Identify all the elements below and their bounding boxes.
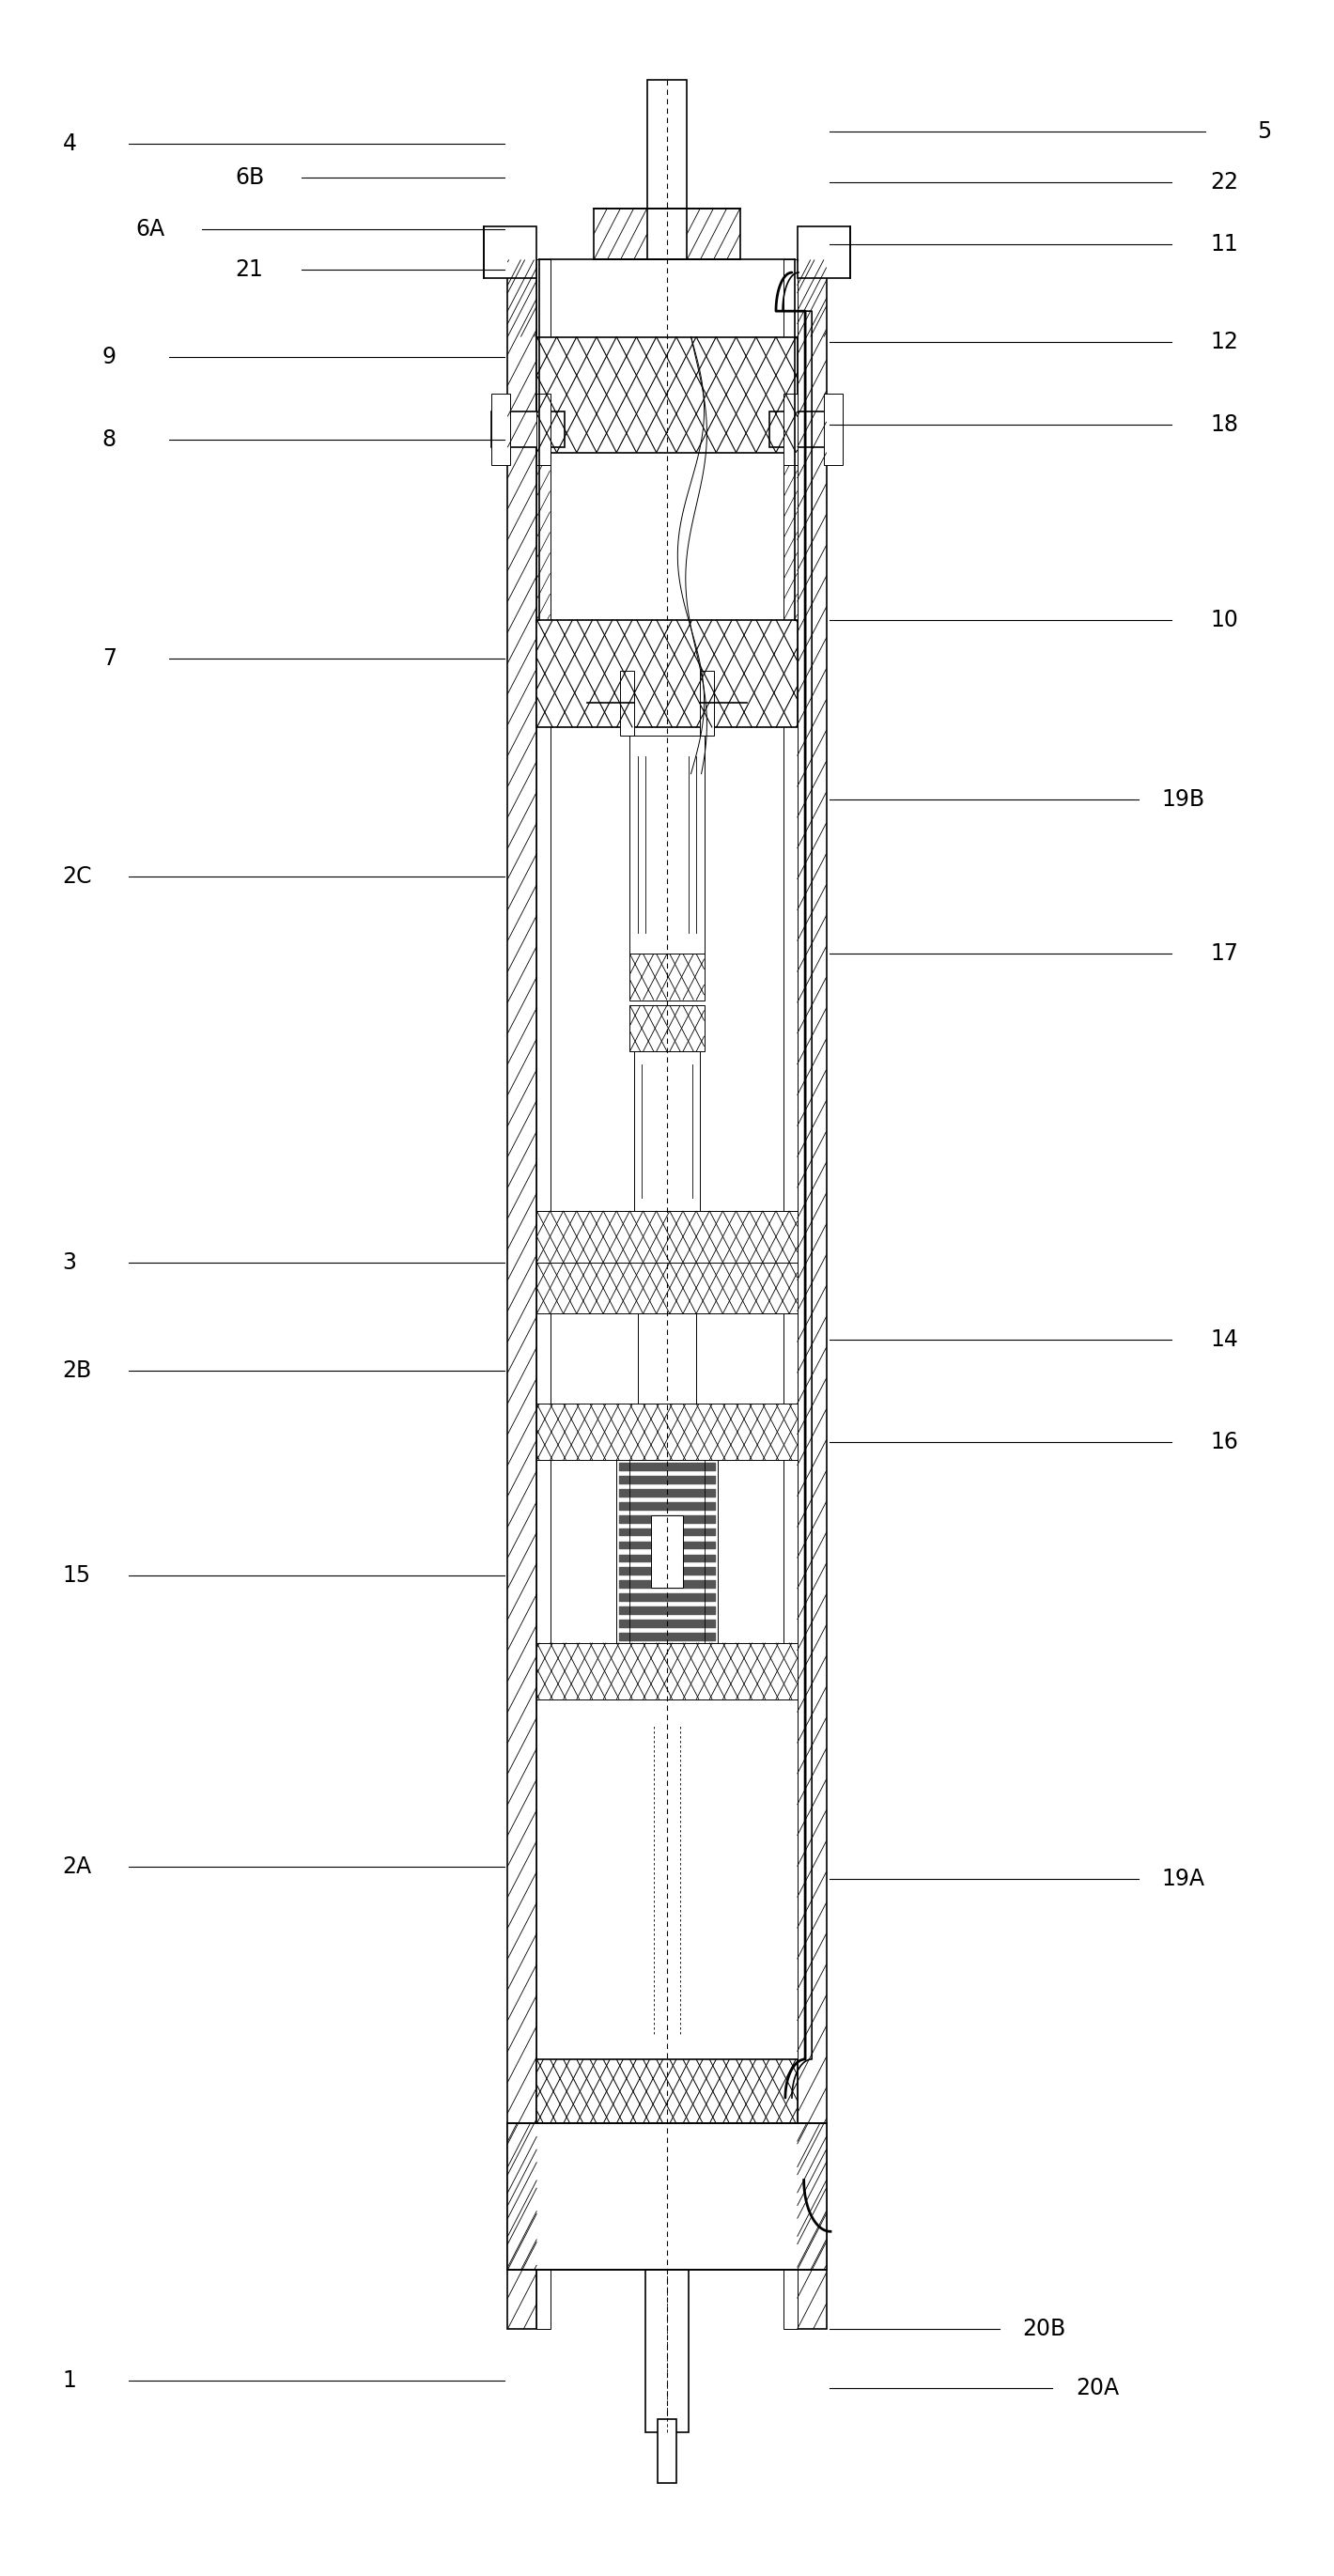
Text: 2C: 2C (63, 866, 92, 889)
Bar (536, 621, 798, 726)
Bar (594, 209, 740, 260)
Bar (651, 1515, 683, 1587)
Text: 15: 15 (63, 1564, 91, 1587)
Bar (536, 337, 798, 453)
Bar (536, 1404, 798, 1461)
Bar (492, 412, 564, 448)
Bar (700, 670, 714, 734)
Bar (798, 260, 827, 2329)
Bar (492, 394, 510, 466)
Bar (658, 2419, 676, 2483)
Bar (784, 394, 798, 466)
Bar (784, 260, 798, 2329)
Bar (630, 1005, 704, 1051)
Text: 2B: 2B (63, 1360, 92, 1381)
Text: 6B: 6B (235, 165, 264, 188)
Bar (536, 260, 550, 2329)
Bar (536, 1262, 798, 1314)
Text: 6A: 6A (136, 216, 164, 240)
Bar (507, 2123, 827, 2269)
Text: 9: 9 (103, 345, 116, 368)
Text: 1: 1 (63, 2370, 76, 2393)
Text: 18: 18 (1210, 412, 1238, 435)
Bar (536, 394, 550, 466)
Bar (616, 1461, 718, 1643)
Bar (770, 412, 842, 448)
Bar (484, 227, 536, 278)
Bar (646, 2269, 688, 2432)
Text: 12: 12 (1210, 330, 1238, 353)
Text: 3: 3 (63, 1252, 76, 1273)
Bar (620, 670, 634, 734)
Bar (784, 466, 798, 621)
Bar (798, 227, 850, 278)
Bar (536, 1211, 798, 1262)
Text: 10: 10 (1210, 608, 1238, 631)
Bar (638, 1314, 696, 1404)
Text: 7: 7 (103, 647, 116, 670)
Text: 20B: 20B (1022, 2318, 1066, 2342)
Bar (647, 80, 687, 209)
Bar (507, 260, 536, 2329)
Text: 19A: 19A (1162, 1868, 1205, 1891)
Bar (536, 2058, 798, 2123)
Text: 16: 16 (1210, 1432, 1238, 1453)
Text: 21: 21 (235, 258, 263, 281)
Text: 20A: 20A (1075, 2378, 1119, 2401)
Text: 2A: 2A (63, 1855, 92, 1878)
Text: 19B: 19B (1162, 788, 1205, 811)
Bar (630, 953, 704, 999)
Bar (536, 1643, 798, 1700)
Text: 5: 5 (1257, 121, 1271, 142)
Bar (824, 394, 842, 466)
Text: 11: 11 (1210, 232, 1238, 255)
Text: 22: 22 (1210, 170, 1238, 193)
Text: 14: 14 (1210, 1329, 1238, 1350)
Bar (634, 1051, 700, 1211)
Text: 8: 8 (103, 428, 116, 451)
Bar (536, 1700, 798, 2058)
Bar (630, 734, 704, 953)
Text: 4: 4 (63, 134, 76, 155)
Bar (536, 466, 550, 621)
Text: 17: 17 (1210, 943, 1238, 966)
